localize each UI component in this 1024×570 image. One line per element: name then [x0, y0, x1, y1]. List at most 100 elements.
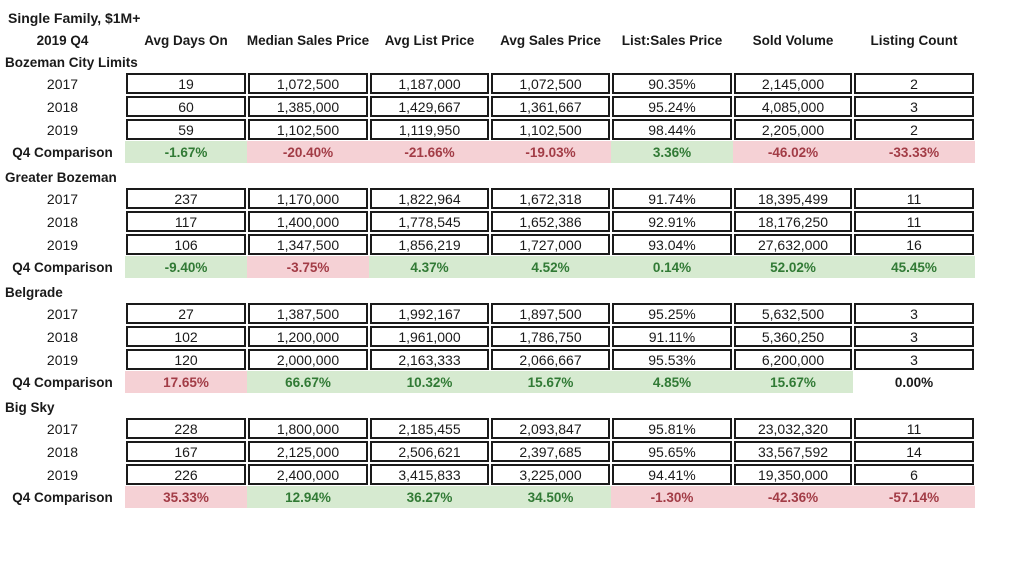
comparison-cell: 36.27% [369, 486, 490, 508]
value-cell: 95.81% [612, 418, 732, 439]
value-cell: 106 [126, 234, 246, 255]
value-cell: 3,225,000 [491, 464, 610, 485]
value-cell: 95.24% [612, 96, 732, 117]
comparison-cell: 34.50% [490, 486, 611, 508]
region-label: Greater Bozeman [5, 170, 117, 185]
table-row: 2019 120 2,000,000 2,163,333 2,066,667 95.53%… [0, 348, 1024, 371]
value-cell: 98.44% [612, 119, 732, 140]
value-cell: 95.25% [612, 303, 732, 324]
value-cell: 91.74% [612, 188, 732, 209]
value-cell: 2,093,847 [491, 418, 610, 439]
comparison-cell: -20.40% [247, 141, 369, 163]
value-cell: 1,187,000 [370, 73, 489, 94]
value-cell: 1,778,545 [370, 211, 489, 232]
value-cell: 1,652,386 [491, 211, 610, 232]
value-cell: 2,145,000 [734, 73, 852, 94]
value-cell: 14 [854, 441, 974, 462]
value-cell: 1,727,000 [491, 234, 610, 255]
value-cell: 19 [126, 73, 246, 94]
value-cell: 3 [854, 349, 974, 370]
comparison-cell: 15.67% [733, 371, 853, 393]
table-row: 2018 60 1,385,000 1,429,667 1,361,667 95.24% 4… [0, 95, 1024, 118]
column-header-avg-list-price: Avg List Price [384, 32, 475, 48]
comparison-cell: 3.36% [611, 141, 733, 163]
value-cell: 117 [126, 211, 246, 232]
table-row: 2017 27 1,387,500 1,992,167 1,897,500 95.25% 5… [0, 302, 1024, 325]
value-cell: 3 [854, 303, 974, 324]
column-header-sold-volume: Sold Volume [752, 32, 834, 48]
value-cell: 2,066,667 [491, 349, 610, 370]
value-cell: 5,632,500 [734, 303, 852, 324]
year-cell: 2019 [46, 466, 79, 483]
year-cell: 2018 [46, 443, 79, 460]
value-cell: 3 [854, 96, 974, 117]
value-cell: 95.53% [612, 349, 732, 370]
value-cell: 11 [854, 418, 974, 439]
value-cell: 1,170,000 [248, 188, 368, 209]
year-cell: 2017 [46, 190, 79, 207]
value-cell: 60 [126, 96, 246, 117]
year-cell: 2018 [46, 328, 79, 345]
comparison-cell: 52.02% [733, 256, 853, 278]
value-cell: 1,200,000 [248, 326, 368, 347]
comparison-cell: 15.67% [490, 371, 611, 393]
comparison-cell: -1.30% [611, 486, 733, 508]
table-row: 2018 117 1,400,000 1,778,545 1,652,386 92.91%… [0, 210, 1024, 233]
value-cell: 1,800,000 [248, 418, 368, 439]
region-label: Belgrade [5, 285, 63, 300]
period-label: 2019 Q4 [36, 32, 89, 48]
comparison-cell: 66.67% [247, 371, 369, 393]
column-header-avg-sales-price: Avg Sales Price [500, 32, 601, 48]
comparison-row: Q4 Comparison -1.67% -20.40% -21.66% -19.03%… [0, 141, 1024, 163]
value-cell: 167 [126, 441, 246, 462]
comparison-cell: 10.32% [369, 371, 490, 393]
value-cell: 6,200,000 [734, 349, 852, 370]
value-cell: 1,102,500 [248, 119, 368, 140]
value-cell: 2,125,000 [248, 441, 368, 462]
comparison-label: Q4 Comparison [12, 374, 113, 390]
comparison-cell: 4.37% [369, 256, 490, 278]
table-row: 2017 228 1,800,000 2,185,455 2,093,847 95.81%… [0, 417, 1024, 440]
comparison-cell: 4.85% [611, 371, 733, 393]
comparison-cell: 17.65% [125, 371, 247, 393]
value-cell: 1,072,500 [248, 73, 368, 94]
value-cell: 1,072,500 [491, 73, 610, 94]
year-cell: 2019 [46, 236, 79, 253]
page-title: Single Family, $1M+ [8, 9, 141, 26]
value-cell: 23,032,320 [734, 418, 852, 439]
year-cell: 2018 [46, 98, 79, 115]
value-cell: 1,119,950 [370, 119, 489, 140]
year-cell: 2017 [46, 420, 79, 437]
year-cell: 2019 [46, 351, 79, 368]
value-cell: 120 [126, 349, 246, 370]
comparison-cell: -42.36% [733, 486, 853, 508]
year-cell: 2017 [46, 75, 79, 92]
comparison-cell: -9.40% [125, 256, 247, 278]
value-cell: 5,360,250 [734, 326, 852, 347]
year-cell: 2018 [46, 213, 79, 230]
value-cell: 27,632,000 [734, 234, 852, 255]
value-cell: 18,395,499 [734, 188, 852, 209]
value-cell: 102 [126, 326, 246, 347]
comparison-cell: 4.52% [490, 256, 611, 278]
value-cell: 1,672,318 [491, 188, 610, 209]
comparison-cell: -57.14% [853, 486, 975, 508]
table-row: 2019 226 2,400,000 3,415,833 3,225,000 94.41%… [0, 463, 1024, 486]
comparison-label: Q4 Comparison [12, 259, 113, 275]
value-cell: 1,361,667 [491, 96, 610, 117]
region-section: Big Sky 2017 228 1,800,000 2,185,455 2,093,84… [0, 398, 1024, 508]
value-cell: 2,163,333 [370, 349, 489, 370]
value-cell: 3,415,833 [370, 464, 489, 485]
comparison-cell: -33.33% [853, 141, 975, 163]
value-cell: 1,961,000 [370, 326, 489, 347]
value-cell: 1,429,667 [370, 96, 489, 117]
value-cell: 2,205,000 [734, 119, 852, 140]
value-cell: 237 [126, 188, 246, 209]
region-section: Belgrade 2017 27 1,387,500 1,992,167 1,897,50… [0, 283, 1024, 393]
value-cell: 95.65% [612, 441, 732, 462]
comparison-label: Q4 Comparison [12, 489, 113, 505]
comparison-cell: 0.00% [853, 371, 975, 393]
comparison-cell: 45.45% [853, 256, 975, 278]
value-cell: 6 [854, 464, 974, 485]
value-cell: 4,085,000 [734, 96, 852, 117]
